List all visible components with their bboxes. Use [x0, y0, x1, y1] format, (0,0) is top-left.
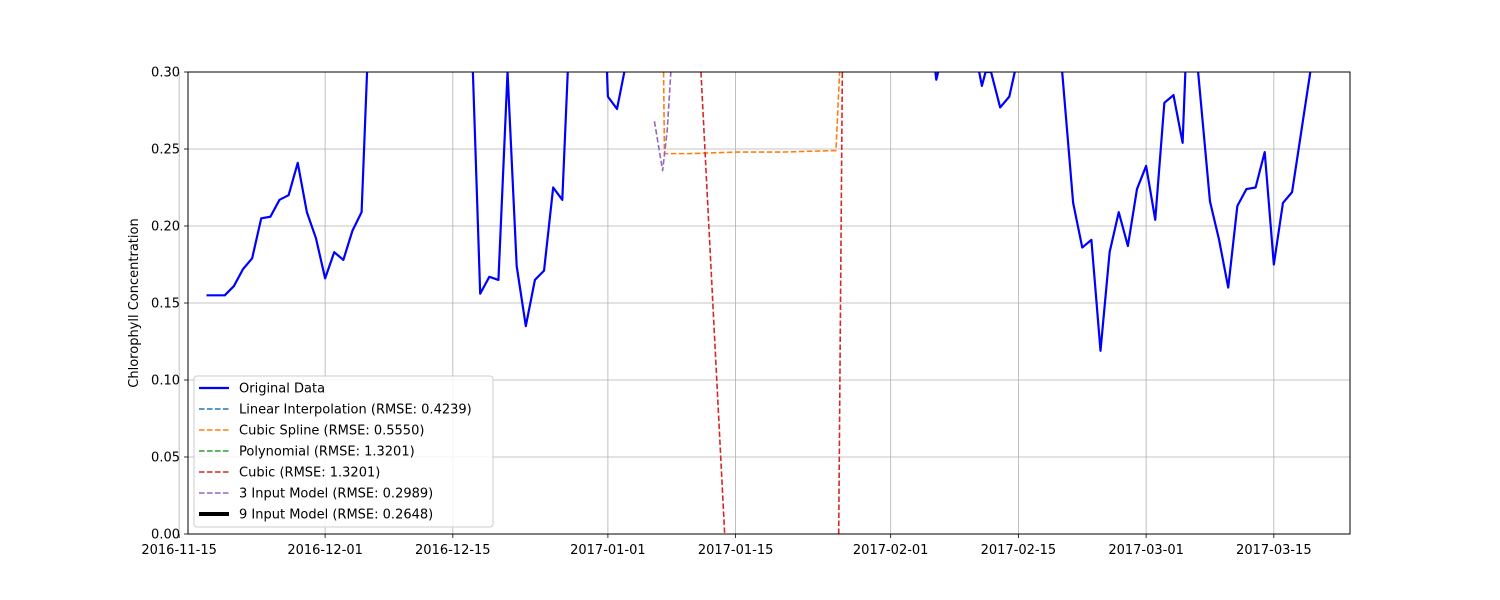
series-line-cubic	[837, 72, 844, 534]
x-tick-label: 2017-02-15	[981, 543, 1057, 558]
series-line-original-data	[978, 72, 1016, 109]
y-axis: 0.00 0.05 0.10 0.15 0.20 0.25 0.30	[151, 66, 188, 543]
series-line-3-input-model	[653, 72, 672, 172]
x-tick-label: 2017-03-01	[1108, 543, 1184, 558]
legend-label: 3 Input Model (RMSE: 0.2989)	[239, 487, 433, 502]
x-axis: 2016-11-15 2016-12-01 2016-12-15 2017-01-01…	[141, 534, 1312, 558]
legend-label: Original Data	[239, 382, 325, 397]
x-tick-label: 2016-11-15	[141, 543, 217, 558]
legend-label: Linear Interpolation (RMSE: 0.4239)	[239, 403, 472, 418]
legend-label: Polynomial (RMSE: 1.3201)	[239, 445, 415, 460]
x-tick-label: 2017-03-15	[1236, 543, 1312, 558]
x-tick-label: 2017-01-01	[570, 543, 646, 558]
y-tick-label: 0.05	[151, 451, 180, 466]
x-tick-label: 2017-01-15	[698, 543, 774, 558]
series-layer	[206, 72, 1312, 534]
legend-label: Cubic (RMSE: 1.3201)	[239, 466, 380, 481]
legend: Original Data Linear Interpolation (RMSE:…	[193, 375, 494, 528]
x-tick-label: 2017-02-01	[853, 543, 929, 558]
x-tick-label: 2016-12-01	[287, 543, 363, 558]
series-line-original-data	[1061, 72, 1187, 352]
series-line-original-data	[1197, 72, 1312, 289]
y-axis-label: Chlorophyll Concentration	[127, 218, 142, 387]
y-tick-label: 0.00	[151, 528, 180, 543]
legend-label: 9 Input Model (RMSE: 0.2648)	[239, 508, 433, 523]
series-line-original-data	[471, 72, 569, 328]
y-tick-label: 0.20	[151, 220, 180, 235]
series-line-cubic	[700, 72, 726, 534]
y-tick-label: 0.15	[151, 297, 180, 312]
series-line-original-data	[206, 72, 369, 297]
series-line-original-data	[605, 72, 626, 111]
y-tick-label: 0.10	[151, 374, 180, 389]
legend-label: Cubic Spline (RMSE: 0.5550)	[239, 424, 424, 439]
y-tick-label: 0.30	[151, 66, 180, 81]
x-tick-label: 2016-12-15	[415, 543, 491, 558]
y-tick-label: 0.25	[151, 143, 180, 158]
legend-box	[193, 375, 494, 528]
series-line-original-data	[934, 72, 940, 81]
series-line-cubic-spline	[662, 72, 841, 155]
